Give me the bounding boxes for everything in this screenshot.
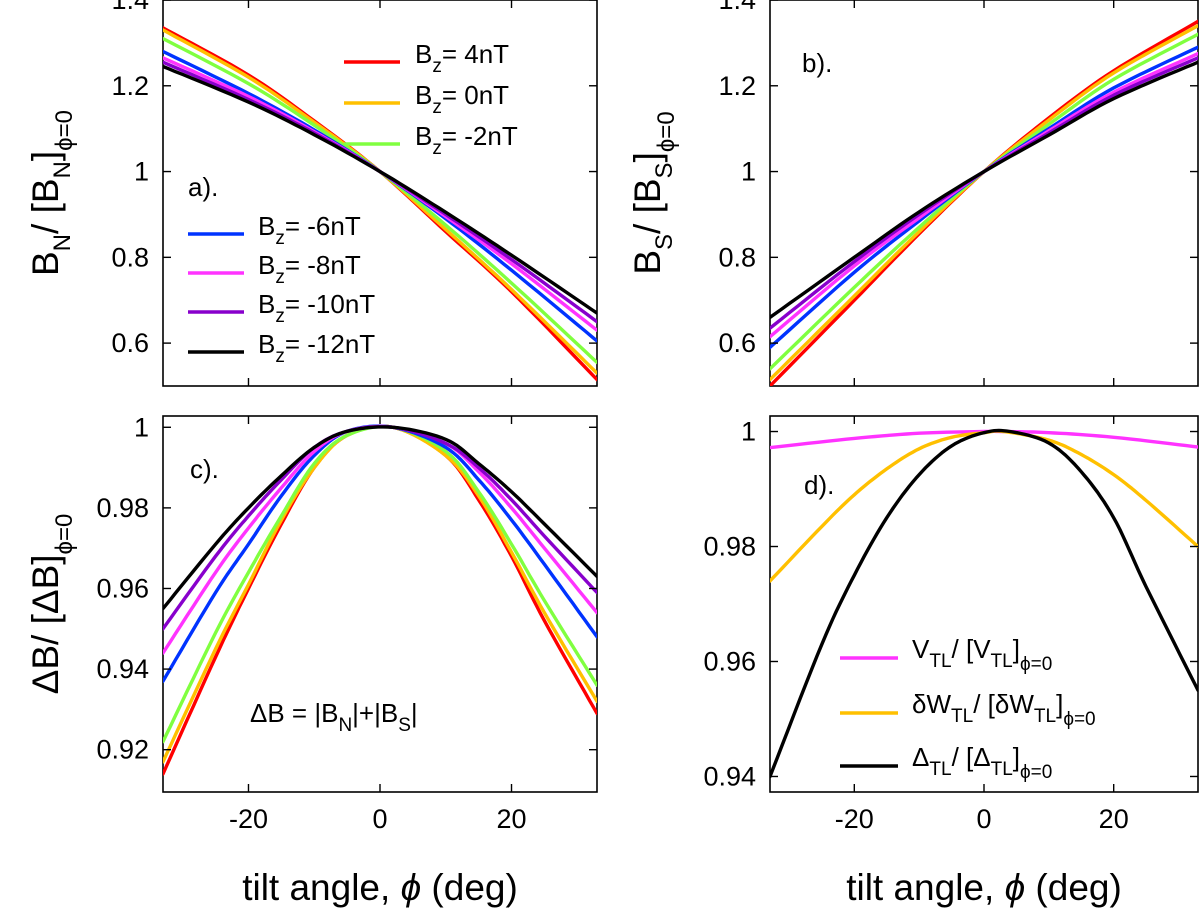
xtick-label-d-2: 20: [1099, 804, 1129, 834]
series-line-b-4: [770, 51, 1198, 339]
legend-label-m6nT: Bz= -6nT: [258, 211, 361, 249]
legend-label-4nT: Bz= 4nT: [415, 39, 509, 77]
ytick-label-a-0: 0.6: [111, 328, 149, 358]
legend-label-0nT: Bz= 0nT: [415, 80, 509, 118]
ytick-label-b-4: 1.4: [718, 0, 756, 15]
xtick-label-c-1: 0: [372, 804, 387, 834]
legend-d: VTL/ [VTL]ϕ=0 δWTL/ [δWTL]ϕ=0 ΔTL/ [ΔTL]…: [840, 634, 1096, 783]
ytick-label-b-3: 1.2: [718, 71, 756, 101]
legend-bottom: Bz= -6nT Bz= -8nT Bz= -10nT Bz= -12nT: [188, 211, 375, 367]
panel-c-ylabel: ΔB/ [ΔB]ϕ=0: [25, 514, 78, 695]
ytick-label-c-3: 0.98: [96, 493, 149, 523]
ytick-label-d-2: 0.98: [703, 532, 756, 562]
panel-b-label: b).: [802, 48, 832, 78]
legend-label-dwtl: δWTL/ [δWTL]ϕ=0: [912, 689, 1096, 730]
series-line-a-4: [163, 56, 597, 332]
xtick-label-d-1: 0: [976, 804, 991, 834]
series-line-d-2: [770, 428, 1198, 779]
axis-ticks: 0.6 0.8 1 1.2 1.4 0.6 0.8 1 1.2 1.4 0.92 0.94 0.96 0.…: [96, 0, 1198, 834]
ytick-label-a-4: 1.4: [111, 0, 149, 15]
panel-a-frame: [162, 0, 598, 387]
series-line-b-6: [770, 60, 1198, 320]
legend-label-vtl: VTL/ [VTL]ϕ=0: [912, 634, 1052, 675]
xtick-label-c-2: 20: [496, 804, 526, 834]
series-line-c-2: [163, 424, 597, 744]
legend-top: Bz= 4nT Bz= 0nT Bz= -2nT: [344, 39, 518, 159]
panel-d-xlabel: tilt angle, ϕ (deg): [846, 867, 1122, 908]
legend-label-m12nT: Bz= -12nT: [258, 329, 375, 367]
ytick-label-c-0: 0.92: [96, 735, 149, 765]
panel-d-curves: [770, 428, 1198, 779]
panel-c-frame: [162, 415, 598, 793]
ytick-label-b-1: 0.8: [718, 242, 756, 272]
ytick-label-a-3: 1.2: [111, 71, 149, 101]
series-line-b-3: [770, 45, 1198, 350]
panel-d-label: d).: [804, 470, 834, 500]
legend-label-m8nT: Bz= -8nT: [258, 250, 361, 288]
xtick-label-d-0: -20: [835, 804, 874, 834]
panel-c-label: c).: [190, 454, 219, 484]
legend-label-deltatl: ΔTL/ [ΔTL]ϕ=0: [912, 742, 1052, 783]
panel-a-ylabel: BN/ [BN]ϕ=0: [25, 110, 78, 276]
series-line-a-6: [163, 64, 597, 315]
delta-b-definition: ΔB = |BN|+|BS|: [250, 698, 418, 736]
ytick-label-b-0: 0.6: [718, 328, 756, 358]
panel-b-curves: [770, 19, 1198, 386]
ytick-label-a-1: 0.8: [111, 242, 149, 272]
ytick-label-d-3: 1: [741, 417, 756, 447]
ytick-label-c-2: 0.96: [96, 573, 149, 603]
series-line-a-0: [163, 26, 597, 382]
legend-label-m10nT: Bz= -10nT: [258, 289, 375, 327]
panel-c-xlabel: tilt angle, ϕ (deg): [242, 867, 518, 908]
series-line-a-5: [163, 60, 597, 324]
ytick-label-b-2: 1: [741, 157, 756, 187]
panel-a-curves: [163, 26, 597, 382]
legend-label-m2nT: Bz= -2nT: [415, 121, 518, 159]
ytick-label-d-0: 0.94: [703, 761, 756, 791]
xtick-label-c-0: -20: [229, 804, 268, 834]
ytick-label-a-2: 1: [134, 157, 149, 187]
ytick-label-d-1: 0.96: [703, 646, 756, 676]
series-line-c-6: [163, 425, 597, 611]
panel-c-curves: [163, 424, 597, 776]
ytick-label-c-4: 1: [134, 412, 149, 442]
ytick-label-c-1: 0.94: [96, 654, 149, 684]
panel-a-label: a).: [188, 172, 218, 202]
panel-b-ylabel: BS/ [BS]ϕ=0: [627, 111, 680, 274]
